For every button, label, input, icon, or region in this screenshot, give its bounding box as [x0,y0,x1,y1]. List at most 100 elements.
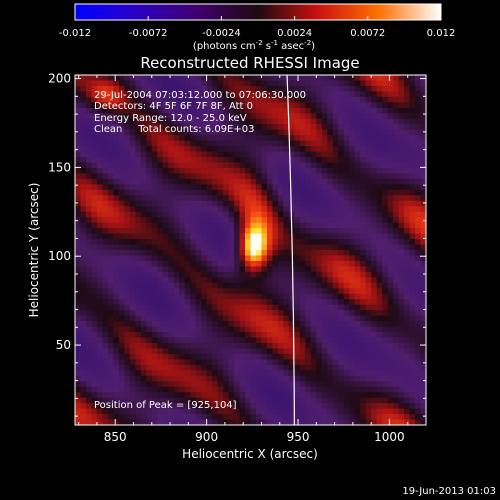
heatmap-cell [409,321,416,328]
heatmap-cell [113,288,120,295]
heatmap-cell [190,255,197,262]
heatmap-cell [75,419,82,425]
heatmap-cell [299,217,306,224]
heatmap-cell [288,96,295,103]
heatmap-cell [299,315,306,322]
heatmap-cell [261,255,268,262]
heatmap-cell [266,233,274,240]
heatmap-cell [151,403,158,410]
heatmap-cell [404,332,411,339]
heatmap-cell [321,403,328,410]
heatmap-cell [299,118,306,125]
heatmap-cell [91,386,98,393]
heatmap-cell [239,211,246,218]
heatmap-cell [96,271,104,278]
heatmap-cell [272,266,279,273]
heatmap-cell [349,271,356,278]
heatmap-cell [250,195,257,202]
heatmap-cell [376,75,383,82]
heatmap-cell [316,129,323,136]
heatmap-cell [239,342,246,350]
heatmap-cell [217,408,224,415]
heatmap-cell [398,206,405,213]
heatmap-cell [201,91,208,98]
heatmap-cell [217,102,224,109]
heatmap-cell [305,282,312,289]
heatmap-cell [168,359,175,366]
heatmap-cell [277,250,284,257]
heatmap-cell [283,304,290,311]
heatmap-cell [343,277,350,284]
heatmap-cell [173,370,180,377]
heatmap-cell [272,419,279,425]
heatmap-cell [349,151,356,158]
heatmap-cell [354,353,361,360]
heatmap-cell [376,304,383,311]
heatmap-cell [294,364,301,371]
heatmap-cell [91,178,98,185]
heatmap-cell [113,228,120,235]
heatmap-cell [217,414,224,421]
heatmap-cell [382,217,389,224]
heatmap-cell [234,255,241,262]
heatmap-cell [228,271,235,278]
heatmap-cell [113,244,120,251]
heatmap-cell [349,200,356,207]
heatmap-cell [129,282,136,289]
heatmap-cell [376,310,383,317]
heatmap-cell [387,113,394,120]
heatmap-cell [245,348,252,355]
heatmap-cell [354,102,361,109]
heatmap-cell [146,397,153,404]
heatmap-cell [415,217,422,224]
heatmap-cell [332,167,339,175]
heatmap-cell [151,222,158,229]
heatmap-cell [266,189,274,196]
heatmap-cell [327,255,334,262]
heatmap-cell [420,403,426,410]
heatmap-cell [288,381,295,388]
heatmap-cell [255,255,263,262]
heatmap-cell [294,414,301,421]
heatmap-cell [360,102,367,109]
heatmap-cell [343,107,350,114]
heatmap-cell [146,102,153,109]
heatmap-cell [173,80,180,87]
heatmap-cell [179,140,186,147]
heatmap-cell [250,386,257,393]
heatmap-cell [365,184,372,191]
heatmap-cell [151,299,158,306]
heatmap-cell [338,200,345,207]
heatmap-cell [157,113,164,120]
heatmap-cell [135,288,142,295]
heatmap-cell [404,113,411,120]
heatmap-cell [321,228,328,235]
heatmap-cell [124,184,131,191]
heatmap-cell [184,228,191,235]
heatmap-cell [266,293,274,300]
heatmap-cell [409,370,416,377]
heatmap-cell [305,80,312,87]
heatmap-cell [85,85,93,93]
heatmap-cell [420,85,426,93]
heatmap-cell [272,118,279,125]
heatmap-cell [184,244,191,251]
heatmap-cell [321,195,328,202]
heatmap-cell [299,348,306,355]
heatmap-cell [91,342,98,350]
heatmap-cell [321,233,328,240]
heatmap-cell [184,189,191,196]
heatmap-cell [162,244,169,251]
heatmap-cell [168,80,175,87]
heatmap-cell [288,129,295,136]
heatmap-cell [201,129,208,136]
heatmap-cell [212,370,219,377]
heatmap-cell [338,321,345,328]
solar-limb-line [286,75,295,425]
heatmap-cell [332,113,339,120]
heatmap-cell [195,75,202,82]
heatmap-cell [245,277,252,284]
heatmap-cell [365,277,372,284]
heatmap-cell [250,217,257,224]
heatmap-cell [206,85,213,93]
